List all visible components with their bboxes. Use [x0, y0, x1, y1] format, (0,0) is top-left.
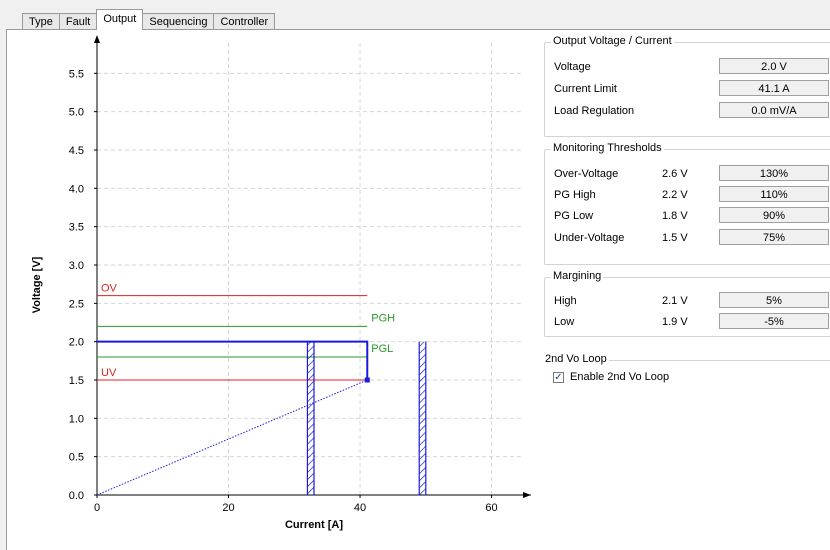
over-voltage-percent[interactable]: 130% — [719, 165, 829, 181]
threshold-label-ov: OV — [101, 283, 118, 295]
voltage-current-chart: 0 20 40 60 0.0 0.5 1.0 1.5 2.0 2.5 3.0 3.5 4.0 4.5 5.0… — [31, 35, 531, 531]
y-tick-label: 3.0 — [69, 260, 84, 272]
margin-low-label: Low — [554, 316, 575, 328]
tab-type[interactable]: Type — [22, 13, 60, 30]
output-panel: 0 20 40 60 0.0 0.5 1.0 1.5 2.0 2.5 3.0 3.5 4.0 4.5 5.0… — [6, 29, 830, 550]
margin-high-volts: 2.1 V — [662, 295, 688, 307]
under-voltage-percent[interactable]: 75% — [719, 229, 829, 245]
x-tick-label: 60 — [485, 502, 497, 514]
threshold-label-pgl: PGL — [371, 343, 393, 355]
margin-low-percent[interactable]: -5% — [719, 313, 829, 329]
over-voltage-volts: 2.6 V — [662, 168, 688, 180]
x-tick-label: 40 — [354, 502, 366, 514]
current-limit-hatch — [419, 341, 426, 495]
current-limit-hatch — [307, 341, 314, 495]
voltage-value[interactable]: 2.0 V — [719, 58, 829, 74]
margin-low-volts: 1.9 V — [662, 316, 688, 328]
x-axis-arrow — [523, 492, 531, 498]
margining-group: Margining High 2.1 V 5% Low 1.9 V -5% — [544, 270, 830, 337]
monitoring-title: Monitoring Thresholds — [551, 142, 664, 154]
y-tick-label: 1.5 — [69, 375, 84, 387]
load-line — [96, 379, 368, 496]
y-tick-label: 5.0 — [69, 107, 84, 119]
pg-low-percent[interactable]: 90% — [719, 207, 829, 223]
pg-high-volts: 2.2 V — [662, 189, 688, 201]
monitoring-group: Monitoring Thresholds Over-Voltage 2.6 V… — [544, 142, 830, 265]
output-line — [97, 340, 369, 380]
pg-low-label: PG Low — [554, 210, 594, 222]
margining-title: Margining — [551, 270, 604, 282]
pg-high-label: PG High — [554, 189, 596, 201]
threshold-label-pgh: PGH — [371, 312, 395, 324]
enable-loop-label[interactable]: Enable 2nd Vo Loop — [570, 371, 670, 383]
over-voltage-label: Over-Voltage — [554, 168, 619, 180]
y-tick-label: 5.5 — [69, 68, 84, 80]
loop-group: 2nd Vo Loop ✓ Enable 2nd Vo Loop — [543, 353, 830, 393]
y-tick-label: 4.0 — [69, 183, 84, 195]
margin-high-label: High — [554, 295, 577, 307]
x-tick-label: 0 — [94, 502, 100, 514]
tab-sequencing[interactable]: Sequencing — [142, 13, 215, 30]
tab-output[interactable]: Output — [96, 9, 144, 30]
load-regulation-label: Load Regulation — [554, 105, 635, 117]
voltage-label: Voltage — [554, 61, 591, 73]
y-axis-title: Voltage [V] — [31, 256, 43, 313]
y-tick-label: 2.0 — [69, 337, 84, 349]
output-vc-group: Output Voltage / Current Voltage 2.0 V C… — [544, 35, 830, 137]
loop-title: 2nd Vo Loop — [543, 353, 609, 365]
tab-fault[interactable]: Fault — [58, 13, 98, 30]
y-tick-label: 3.5 — [69, 222, 84, 234]
current-limit-value[interactable]: 41.1 A — [719, 80, 829, 96]
y-axis-arrow — [94, 35, 100, 43]
enable-loop-checkbox[interactable]: ✓ — [553, 372, 564, 383]
tab-controller[interactable]: Controller — [213, 13, 276, 30]
x-tick-label: 20 — [222, 502, 234, 514]
y-tick-label: 0.5 — [69, 452, 84, 464]
margin-high-percent[interactable]: 5% — [719, 292, 829, 308]
tab-bar: Type Fault Output Sequencing Controller — [22, 9, 276, 30]
y-tick-label: 1.0 — [69, 413, 84, 425]
load-regulation-value[interactable]: 0.0 mV/A — [719, 102, 829, 118]
operating-point-marker — [364, 377, 370, 383]
pg-low-volts: 1.8 V — [662, 210, 688, 222]
under-voltage-volts: 1.5 V — [662, 232, 688, 244]
threshold-label-uv: UV — [101, 367, 117, 379]
checkmark-icon: ✓ — [554, 372, 563, 383]
y-tick-label: 2.5 — [69, 298, 84, 310]
current-limit-label: Current Limit — [554, 83, 617, 95]
x-axis-title: Current [A] — [285, 519, 343, 531]
output-vc-title: Output Voltage / Current — [551, 35, 674, 47]
under-voltage-label: Under-Voltage — [554, 232, 625, 244]
y-tick-label: 0.0 — [69, 490, 84, 502]
pg-high-percent[interactable]: 110% — [719, 186, 829, 202]
y-tick-label: 4.5 — [69, 145, 84, 157]
